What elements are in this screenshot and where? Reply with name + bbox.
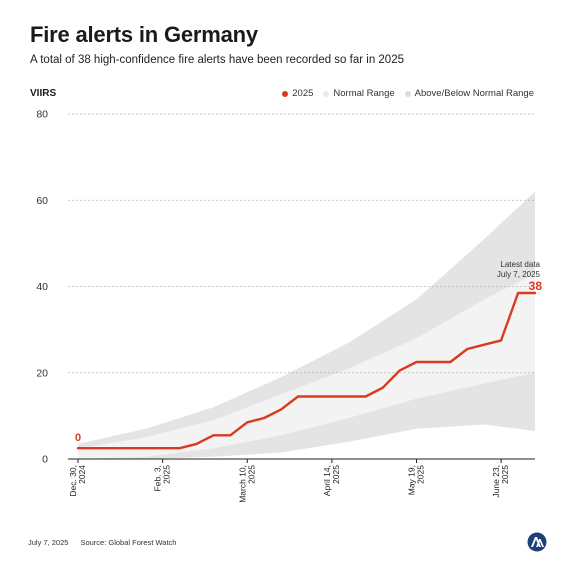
latest-data-label: Latest data	[500, 260, 540, 269]
y-tick-label-80: 80	[36, 109, 48, 121]
x-tick-label-line1: March 10,	[237, 465, 247, 503]
x-tick-label-5: June 23,2025	[491, 465, 510, 498]
legend-label-normal-range: Normal Range	[333, 88, 395, 99]
legend-label-above-below: Above/Below Normal Range	[414, 88, 534, 99]
x-tick-label-line2: 2025	[500, 465, 510, 484]
y-tick-label-40: 40	[36, 281, 48, 293]
x-tick-label-line2: 2025	[331, 465, 341, 484]
x-tick-label-line1: Dec. 30,	[68, 465, 78, 497]
y-tick-label-0: 0	[42, 454, 48, 466]
y-axis-unit: VIIRS	[30, 88, 57, 99]
chart-subtitle: A total of 38 high-confidence fire alert…	[30, 54, 404, 66]
latest-value-label: 38	[529, 279, 543, 293]
x-tick-label-1: Feb. 3,2025	[153, 465, 172, 492]
x-tick-label-4: May 19,2025	[407, 465, 426, 496]
y-tick-label-20: 20	[36, 367, 48, 379]
legend-item-normal-range: Normal Range	[323, 88, 395, 99]
x-tick-label-3: April 14,2025	[322, 465, 341, 496]
series-line-2025	[76, 291, 537, 450]
x-tick-label-0: Dec. 30,2024	[68, 465, 87, 497]
legend-label-2025: 2025	[292, 88, 314, 99]
x-tick-label-line2: 2025	[416, 465, 426, 484]
x-tick-label-line1: May 19,	[407, 465, 417, 495]
x-tick-label-line2: 2025	[246, 465, 256, 484]
legend-item-2025: 2025	[282, 88, 313, 99]
agency-logo-icon	[527, 532, 547, 552]
x-tick-label-line2: 2024	[77, 465, 87, 484]
chart-title: Fire alerts in Germany	[30, 22, 258, 47]
legend-swatch-normal-range	[323, 90, 330, 97]
legend-swatch-above-below	[404, 90, 411, 97]
legend-item-above-below: Above/Below Normal Range	[404, 88, 534, 99]
x-tick-label-line1: April 14,	[322, 465, 332, 496]
x-tick-label-line1: Feb. 3,	[153, 465, 163, 491]
footer-date: July 7, 2025	[28, 538, 69, 547]
footer: July 7, 2025 Source: Global Forest Watch	[28, 538, 176, 547]
footer-source: Source: Global Forest Watch	[80, 538, 177, 547]
legend: 2025 Normal Range Above/Below Normal Ran…	[282, 88, 534, 99]
band-normal-range	[78, 273, 535, 459]
x-tick-label-2: March 10,2025	[237, 465, 256, 503]
start-value-label: 0	[75, 432, 81, 444]
x-tick-label-line2: 2025	[162, 465, 172, 484]
latest-data-date: July 7, 2025	[497, 270, 541, 279]
legend-swatch-2025	[282, 90, 289, 97]
x-tick-label-line1: June 23,	[491, 465, 501, 498]
y-tick-label-60: 60	[36, 195, 48, 207]
